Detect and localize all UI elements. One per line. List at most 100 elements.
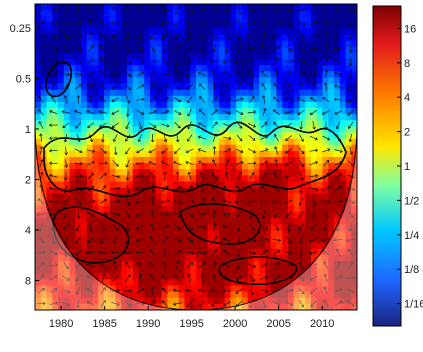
heat-cell [110, 243, 116, 250]
heat-cell [179, 133, 185, 140]
heat-cell [202, 77, 208, 84]
power-heatmap [35, 4, 358, 311]
heat-cell [116, 47, 122, 54]
heat-cell [328, 59, 334, 66]
heat-cell [219, 102, 225, 109]
heat-cell [121, 108, 127, 115]
heat-cell [156, 188, 162, 195]
heat-cell [317, 22, 323, 29]
heat-cell [231, 175, 237, 182]
heat-cell [282, 41, 288, 48]
heat-cell [225, 206, 231, 213]
heat-cell [133, 279, 139, 286]
heat-cell [219, 286, 225, 293]
heat-cell [254, 114, 260, 121]
heat-cell [70, 10, 76, 17]
heat-cell [259, 90, 265, 97]
heat-cell [121, 267, 127, 274]
heat-cell [288, 102, 294, 109]
heat-cell [328, 22, 334, 29]
heat-cell [340, 71, 346, 78]
heat-cell [277, 77, 283, 84]
heat-cell [219, 22, 225, 29]
heat-cell [271, 151, 277, 158]
colorbar-tick-label: 16 [404, 23, 416, 35]
heat-cell [334, 188, 340, 195]
heat-cell [139, 292, 145, 299]
heat-cell [277, 206, 283, 213]
heat-cell [219, 255, 225, 262]
heat-cell [156, 157, 162, 164]
heat-cell [236, 77, 242, 84]
heat-cell [70, 28, 76, 35]
heat-cell [156, 212, 162, 219]
heat-cell [300, 206, 306, 213]
x-tick-label: 1990 [136, 318, 160, 330]
heat-cell [242, 218, 248, 225]
heat-cell [282, 10, 288, 17]
heat-cell [144, 267, 150, 274]
heat-cell [248, 157, 254, 164]
heat-cell [328, 84, 334, 91]
heat-cell [162, 59, 168, 66]
heat-cell [41, 10, 47, 17]
heat-cell [219, 90, 225, 97]
heat-cell [323, 90, 329, 97]
heat-cell [300, 41, 306, 48]
heat-cell [127, 212, 133, 219]
heat-cell [121, 157, 127, 164]
heat-cell [156, 273, 162, 280]
heat-cell [167, 175, 173, 182]
heat-cell [288, 139, 294, 146]
heat-cell [190, 65, 196, 72]
heat-cell [162, 243, 168, 250]
heat-cell [282, 22, 288, 29]
heat-cell [162, 16, 168, 23]
heat-cell [219, 41, 225, 48]
heat-cell [323, 151, 329, 158]
heat-cell [231, 133, 237, 140]
heat-cell [173, 230, 179, 237]
y-tick-label: 0.25 [10, 23, 31, 35]
heat-cell [294, 96, 300, 103]
heat-cell [219, 10, 225, 17]
heat-cell [288, 41, 294, 48]
heat-cell [75, 114, 81, 121]
heat-cell [277, 218, 283, 225]
heat-cell [225, 267, 231, 274]
heat-cell [127, 4, 133, 11]
heat-cell [259, 267, 265, 274]
heat-cell [167, 59, 173, 66]
heat-cell [282, 65, 288, 72]
heat-cell [277, 157, 283, 164]
heat-cell [179, 16, 185, 23]
heat-cell [225, 41, 231, 48]
heat-cell [317, 53, 323, 60]
heat-cell [64, 218, 70, 225]
heat-cell [121, 28, 127, 35]
heat-cell [110, 77, 116, 84]
heat-cell [162, 90, 168, 97]
y-tick-label: 0.5 [16, 73, 31, 85]
heat-cell [167, 249, 173, 256]
heat-cell [225, 114, 231, 121]
heat-cell [75, 243, 81, 250]
heat-cell [81, 145, 87, 152]
heat-cell [156, 286, 162, 293]
heat-cell [248, 16, 254, 23]
heat-cell [110, 90, 116, 97]
heat-cell [328, 35, 334, 42]
heat-cell [271, 261, 277, 268]
heat-cell [317, 90, 323, 97]
heat-cell [104, 22, 110, 29]
heat-cell [70, 126, 76, 133]
heat-cell [139, 163, 145, 170]
heat-cell [70, 151, 76, 158]
heat-cell [81, 16, 87, 23]
heat-cell [98, 90, 104, 97]
heat-cell [288, 96, 294, 103]
heat-cell [52, 108, 58, 115]
heat-cell [127, 65, 133, 72]
heat-cell [179, 59, 185, 66]
heat-cell [162, 163, 168, 170]
